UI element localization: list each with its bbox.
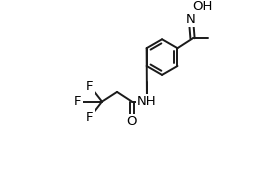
Text: F: F xyxy=(86,111,94,123)
Text: F: F xyxy=(86,80,94,93)
Text: F: F xyxy=(74,95,82,108)
Text: OH: OH xyxy=(192,0,212,13)
Text: NH: NH xyxy=(137,95,157,108)
Text: N: N xyxy=(186,13,196,26)
Text: O: O xyxy=(127,115,137,128)
